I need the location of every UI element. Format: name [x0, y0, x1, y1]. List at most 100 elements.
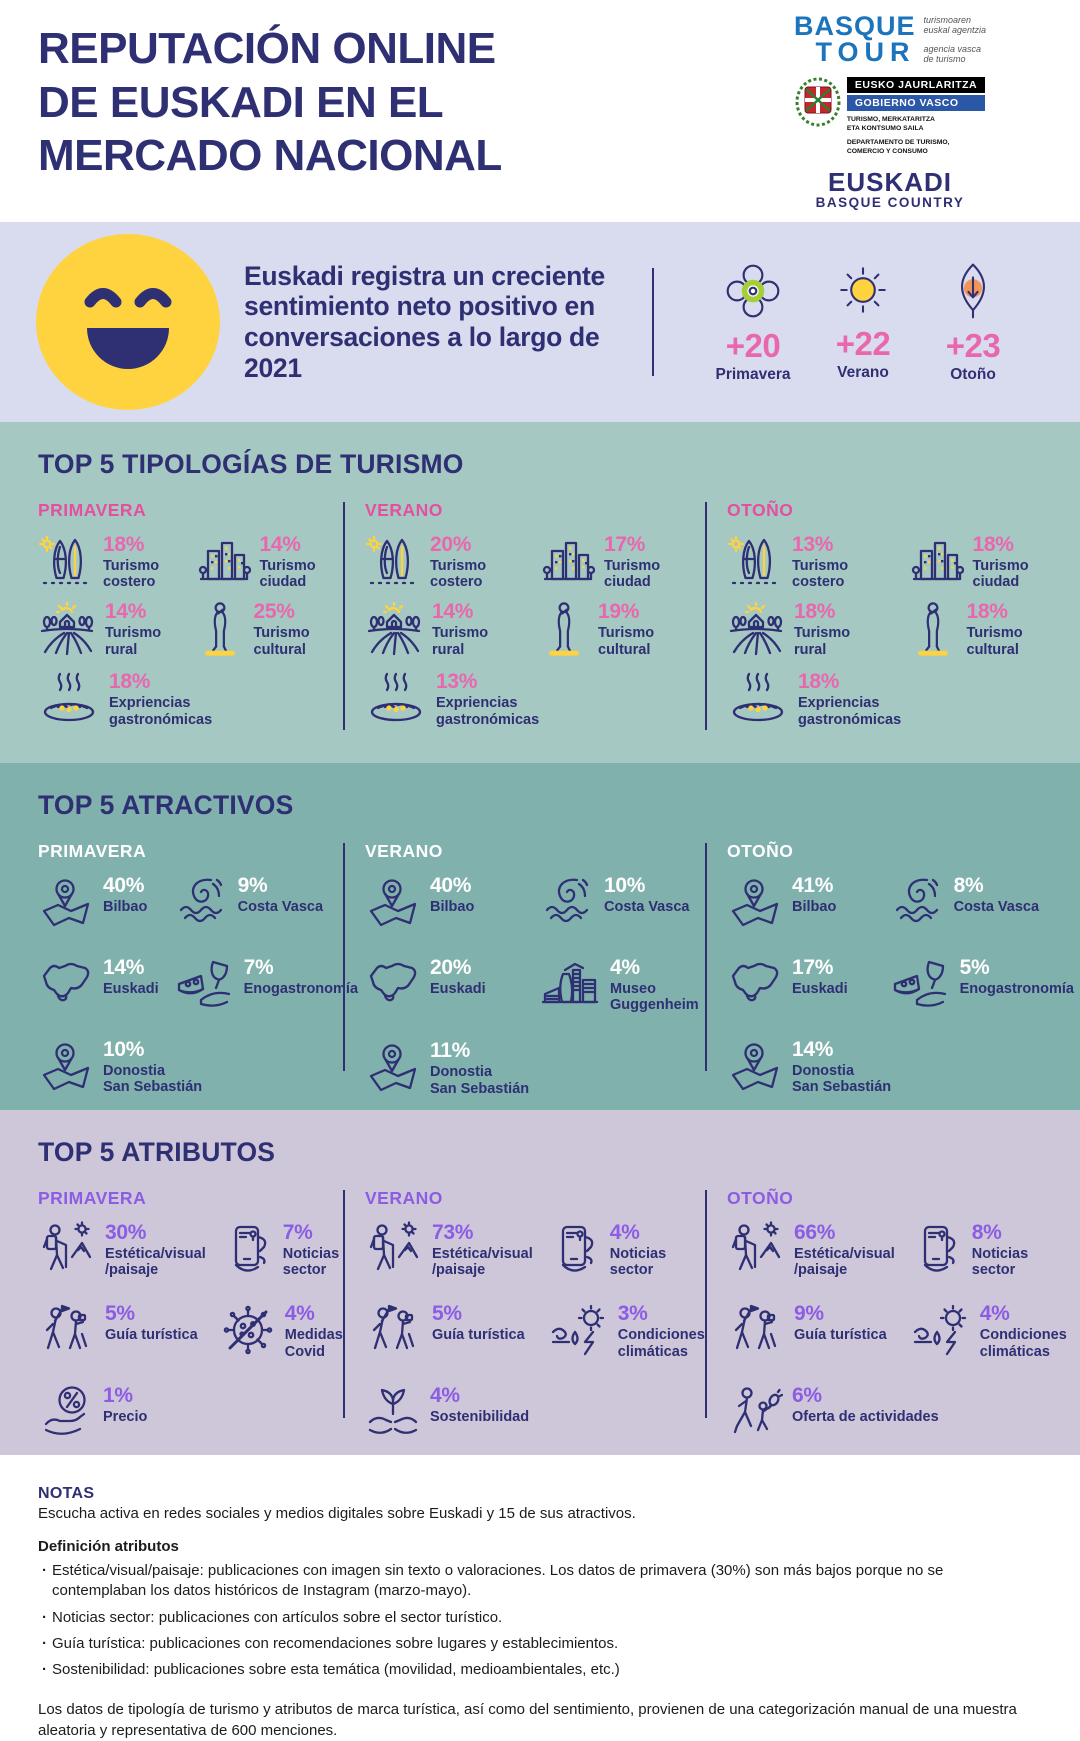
- stat-label: Costa Vasca: [238, 899, 323, 915]
- euskadi-logo-line2: BASQUE COUNTRY: [816, 196, 965, 210]
- stat-text: 5%Guía turística: [432, 1302, 525, 1343]
- stat-label: Estética/visual /paisaje: [432, 1246, 533, 1278]
- stat-value: 41%: [792, 874, 836, 898]
- stat-text: 4%Condiciones climáticas: [980, 1302, 1067, 1359]
- stat-text: 4%Medidas Covid: [285, 1302, 343, 1359]
- map-pin-icon: [727, 1038, 783, 1094]
- phone-icon: [909, 1221, 963, 1277]
- stat-text: 18%Turismo cultural: [967, 600, 1023, 657]
- stat-value: 5%: [960, 956, 1074, 980]
- stat-value: 30%: [105, 1221, 206, 1245]
- stat-label: Expriencias gastronómicas: [109, 695, 212, 727]
- surf-icon: [727, 533, 783, 589]
- map-pin-icon: [38, 874, 94, 930]
- stat-label: Donostia San Sebastián: [792, 1063, 891, 1095]
- infographic-page: REPUTACIÓN ONLINE DE EUSKADI EN EL MERCA…: [0, 0, 1080, 1699]
- stat-text: 6%Oferta de actividades: [792, 1384, 939, 1425]
- stat-item: 5%Enogastronomía: [889, 956, 1080, 1012]
- stat-label: Estética/visual /paisaje: [105, 1246, 206, 1278]
- euskadi-map-icon: [727, 956, 783, 1006]
- stat-text: 17%Euskadi: [792, 956, 848, 997]
- season-score-value: +23: [918, 327, 1028, 365]
- stat-label: Guía turística: [432, 1327, 525, 1343]
- definition-item: Sostenibilidad: publicaciones sobre esta…: [38, 1660, 1020, 1680]
- stat-label: Museo Guggenheim: [610, 981, 699, 1013]
- stat-text: 18%Turismo rural: [794, 600, 850, 657]
- basque-tour-line1: BASQUE: [794, 14, 916, 40]
- stat-text: 5%Enogastronomía: [960, 956, 1074, 997]
- stat-value: 17%: [792, 956, 848, 980]
- definition-item: Noticias sector: publicaciones con artíc…: [38, 1608, 1020, 1628]
- stat-text: 10%Donostia San Sebastián: [103, 1038, 202, 1095]
- stat-text: 14%Turismo rural: [432, 600, 488, 657]
- stat-item: 7%Noticias sector: [220, 1221, 349, 1278]
- gobierno-vasco-text: EUSKO JAURLARITZA GOBIERNO VASCO TURISMO…: [847, 77, 985, 156]
- basque-tour-line2: TOUR: [794, 40, 916, 66]
- guggenheim-icon: [539, 956, 601, 1008]
- stat-value: 18%: [967, 600, 1023, 624]
- stat-item: 10%Donostia San Sebastián: [38, 1038, 364, 1095]
- price-icon: [38, 1384, 94, 1440]
- stat-item: 8%Costa Vasca: [889, 874, 1080, 930]
- notes-intro: Escucha activa en redes sociales y medio…: [38, 1505, 1020, 1522]
- stat-value: 10%: [604, 874, 689, 898]
- stat-value: 4%: [980, 1302, 1067, 1326]
- map-pin-icon: [365, 874, 421, 930]
- stat-item: 66%Estética/visual /paisaje: [727, 1221, 901, 1278]
- basque-tour-wordmark: BASQUE TOUR: [794, 14, 916, 65]
- map-pin-icon: [365, 1039, 421, 1095]
- covid-icon: [220, 1302, 276, 1358]
- stat-item: 41%Bilbao: [727, 874, 881, 930]
- farm-icon: [727, 600, 785, 656]
- gobierno-vasco-shield-icon: [795, 77, 841, 127]
- notes-footer: Los datos de tipología de turismo y atri…: [38, 1700, 1020, 1741]
- euskadi-map-icon: [38, 956, 94, 1006]
- stat-label: Guía turística: [105, 1327, 198, 1343]
- stat-item: 5%Guía turística: [365, 1302, 539, 1359]
- hiker-icon: [727, 1221, 785, 1277]
- gobierno-vasco-dept-es: DEPARTAMENTO DE TURISMO, COMERCIO Y CONS…: [847, 139, 985, 157]
- stat-text: 7%Noticias sector: [283, 1221, 343, 1278]
- phone-icon: [220, 1221, 274, 1277]
- stat-text: 17%Turismo ciudad: [604, 533, 660, 590]
- season-title: PRIMAVERA: [38, 841, 343, 862]
- stat-item: 5%Guía turística: [38, 1302, 212, 1359]
- sustainability-icon: [365, 1384, 421, 1440]
- gastronomy-icon: [365, 670, 427, 726]
- flower-icon: [698, 261, 808, 321]
- stat-label: Euskadi: [430, 981, 486, 997]
- stat-value: 8%: [954, 874, 1039, 898]
- stat-item: 9%Costa Vasca: [173, 874, 364, 930]
- leaf-icon: [918, 261, 1028, 321]
- stat-label: Estética/visual /paisaje: [794, 1246, 895, 1278]
- stat-label: Expriencias gastronómicas: [436, 695, 539, 727]
- stat-item: 19%Turismo cultural: [539, 600, 705, 660]
- season-title: VERANO: [365, 841, 705, 862]
- stat-value: 11%: [430, 1039, 529, 1063]
- stat-label: Turismo ciudad: [604, 558, 660, 590]
- stat-item: 14%Turismo ciudad: [195, 533, 344, 590]
- stat-item: 20%Turismo costero: [365, 533, 531, 590]
- stat-value: 9%: [238, 874, 323, 898]
- gastronomy-icon: [38, 670, 100, 726]
- stat-text: 9%Guía turística: [794, 1302, 887, 1343]
- basque-tour-logo: BASQUE TOUR turismoaren euskal agentzia …: [794, 14, 986, 65]
- stat-value: 1%: [103, 1384, 147, 1408]
- euskadi-map-icon: [365, 956, 421, 1006]
- stat-item: 8%Noticias sector: [909, 1221, 1080, 1278]
- guide-icon: [727, 1302, 785, 1358]
- season-title: PRIMAVERA: [38, 500, 343, 521]
- stat-item: 18%Turismo rural: [727, 600, 900, 660]
- stat-label: Turismo rural: [794, 625, 850, 657]
- stat-value: 14%: [432, 600, 488, 624]
